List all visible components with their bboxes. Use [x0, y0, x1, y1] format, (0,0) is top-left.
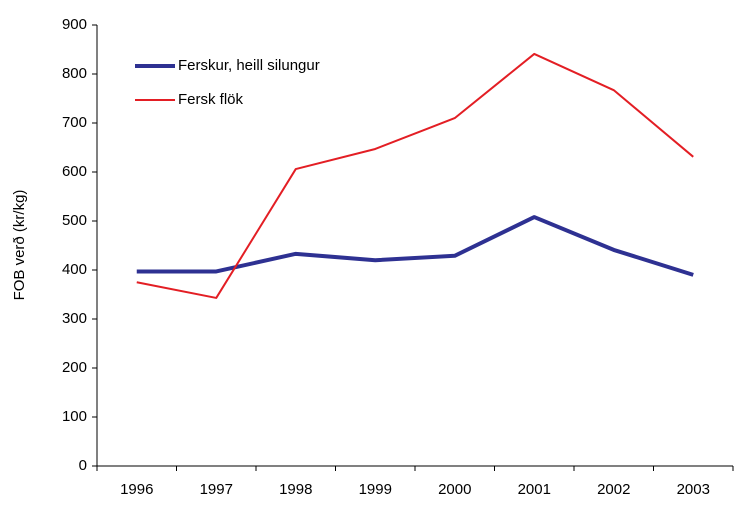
y-tick-label: 400 — [62, 261, 87, 278]
y-tick-label: 600 — [62, 163, 87, 180]
x-tick-label: 1997 — [200, 481, 233, 498]
legend-label: Ferskur, heill silungur — [178, 57, 320, 74]
x-tick-label: 1996 — [120, 481, 153, 498]
x-tick-label: 2000 — [438, 481, 471, 498]
y-axis-label: FOB verð (kr/kg) — [11, 190, 28, 301]
y-tick-label: 300 — [62, 310, 87, 327]
y-tick-label: 700 — [62, 114, 87, 131]
x-tick-label: 1998 — [279, 481, 312, 498]
series-line — [136, 52, 694, 299]
legend-label: Fersk flök — [178, 91, 244, 108]
x-tick-label: 2002 — [597, 481, 630, 498]
y-tick-label: 200 — [62, 359, 87, 376]
y-tick-label: 100 — [62, 408, 87, 425]
series-line — [136, 215, 694, 277]
y-tick-label: 800 — [62, 65, 87, 82]
y-tick-label: 0 — [79, 457, 87, 474]
y-tick-label: 900 — [62, 16, 87, 33]
x-tick-label: 1999 — [359, 481, 392, 498]
x-tick-label: 2001 — [518, 481, 551, 498]
x-tick-label: 2003 — [677, 481, 710, 498]
y-tick-label: 500 — [62, 212, 87, 229]
